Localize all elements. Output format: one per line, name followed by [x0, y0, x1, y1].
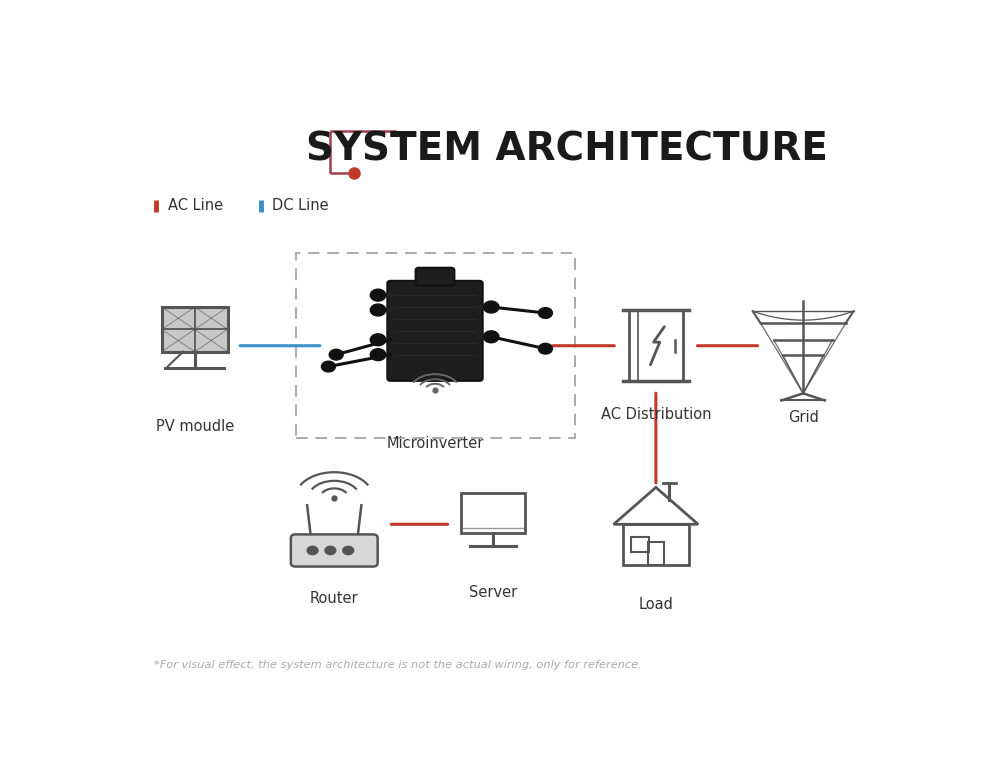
- Circle shape: [370, 304, 386, 316]
- Text: Grid: Grid: [788, 410, 819, 424]
- Text: Server: Server: [469, 585, 517, 601]
- FancyBboxPatch shape: [291, 534, 378, 567]
- Circle shape: [307, 547, 318, 555]
- Text: Router: Router: [310, 591, 359, 606]
- Circle shape: [483, 301, 499, 313]
- Circle shape: [321, 361, 335, 372]
- FancyBboxPatch shape: [387, 281, 483, 381]
- Text: SYSTEM ARCHITECTURE: SYSTEM ARCHITECTURE: [306, 131, 828, 169]
- Circle shape: [538, 308, 552, 318]
- Circle shape: [325, 547, 336, 555]
- Circle shape: [329, 349, 343, 360]
- Text: DC Line: DC Line: [272, 199, 329, 213]
- Text: Microinverter: Microinverter: [386, 437, 484, 451]
- Circle shape: [370, 334, 386, 346]
- FancyBboxPatch shape: [162, 307, 228, 352]
- Text: *For visual effect, the system architecture is not the actual wiring, only for r: *For visual effect, the system architect…: [154, 660, 642, 670]
- Circle shape: [343, 547, 354, 555]
- Text: PV moudle: PV moudle: [156, 418, 234, 434]
- Circle shape: [370, 289, 386, 301]
- Circle shape: [538, 343, 552, 354]
- Circle shape: [370, 349, 386, 360]
- Text: AC Distribution: AC Distribution: [601, 407, 711, 422]
- Circle shape: [483, 331, 499, 342]
- Text: AC Line: AC Line: [168, 199, 223, 213]
- Text: Load: Load: [638, 597, 673, 612]
- FancyBboxPatch shape: [416, 267, 454, 285]
